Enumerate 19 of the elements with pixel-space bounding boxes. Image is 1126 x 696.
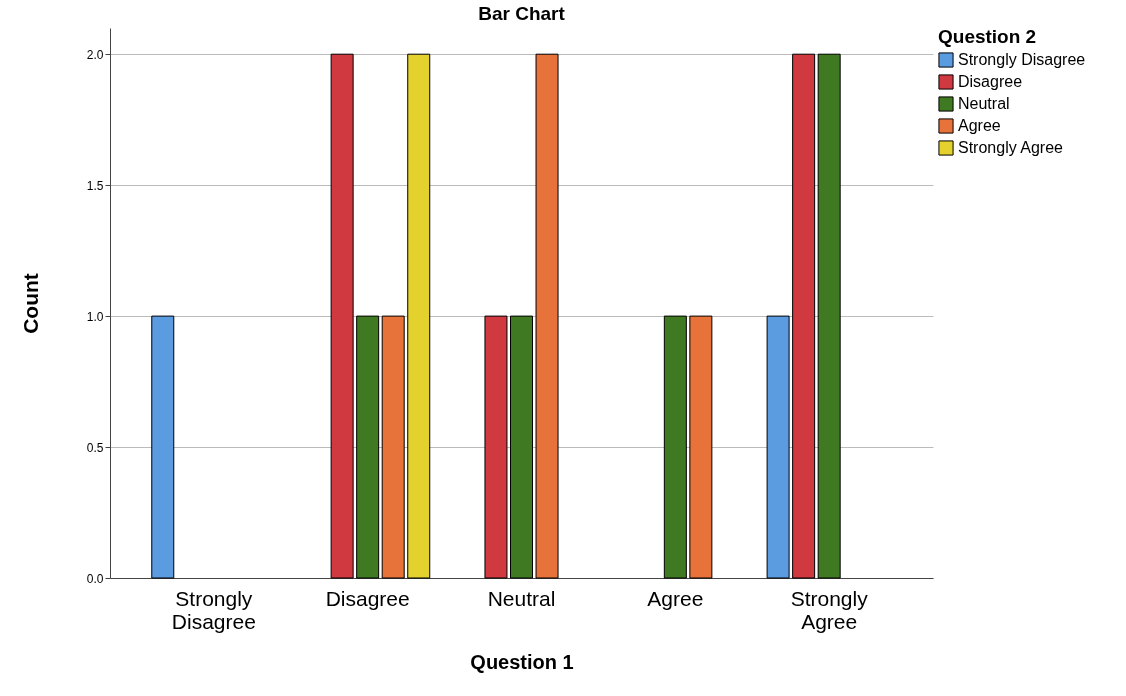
legend-title: Question 2 bbox=[938, 26, 1037, 47]
y-tick-label: 0.5 bbox=[86, 440, 104, 455]
y-axis-title: Count bbox=[18, 273, 42, 334]
x-tick-label: Strongly Disagree bbox=[171, 586, 256, 633]
x-tick-label: Agree bbox=[647, 586, 704, 610]
y-tick-label: 2.0 bbox=[86, 47, 104, 62]
x-tick-label: Disagree bbox=[325, 586, 410, 610]
y-tick-label: 0.0 bbox=[86, 571, 104, 586]
legend-label: Agree bbox=[958, 117, 1001, 134]
y-tick-label: 1.5 bbox=[86, 178, 104, 193]
x-tick-label: Strongly Agree bbox=[790, 586, 869, 633]
x-tick-label: Neutral bbox=[487, 586, 556, 610]
legend-label: Strongly Agree bbox=[958, 139, 1064, 156]
legend-label: Strongly Disagree bbox=[958, 51, 1086, 68]
legend-label: Neutral bbox=[958, 95, 1010, 112]
chart-title: Bar Chart bbox=[478, 3, 566, 24]
y-tick-label: 1.0 bbox=[86, 309, 104, 324]
legend-label: Disagree bbox=[958, 73, 1023, 90]
x-axis-title: Question 1 bbox=[470, 650, 574, 673]
